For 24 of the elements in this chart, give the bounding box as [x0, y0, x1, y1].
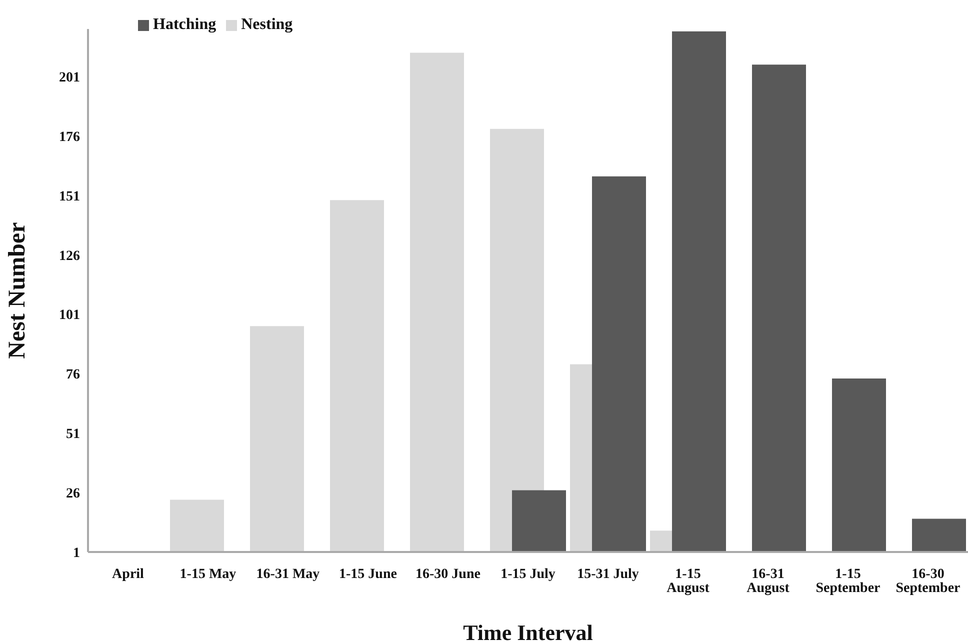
y-tick-label: 1	[73, 546, 80, 561]
y-tick-label: 151	[59, 189, 80, 204]
y-tick-label: 201	[59, 70, 80, 86]
x-tick-label: 1-15 September	[816, 566, 880, 596]
x-tick-label: 16-31 August	[746, 566, 790, 596]
y-tick-label: 101	[59, 308, 80, 324]
x-tick-label: 16-30 June	[416, 566, 480, 582]
x-tick-label: 1-15 June	[339, 566, 397, 582]
y-tick-label: 76	[66, 368, 80, 383]
legend-label: Hatching	[153, 16, 216, 33]
y-tick-label: 51	[66, 427, 80, 442]
x-tick-label: 16-30 September	[896, 566, 960, 596]
x-tick-label: April	[112, 566, 144, 582]
y-tick-label: 26	[66, 486, 80, 502]
x-tick-label: 16-31 May	[256, 566, 320, 582]
x-tick-label: 1-15 May	[180, 566, 236, 582]
x-tick-label: 1-15 July	[500, 566, 556, 582]
y-axis-title: Nest Number	[4, 222, 31, 359]
legend-label: Nesting	[241, 16, 293, 33]
y-tick-label: 176	[59, 130, 80, 145]
y-tick-label: 126	[59, 248, 80, 264]
x-axis-title: Time Interval	[463, 620, 593, 642]
x-tick-label: 1-15 August	[666, 566, 710, 596]
x-tick-label: 15-31 July	[577, 566, 639, 582]
